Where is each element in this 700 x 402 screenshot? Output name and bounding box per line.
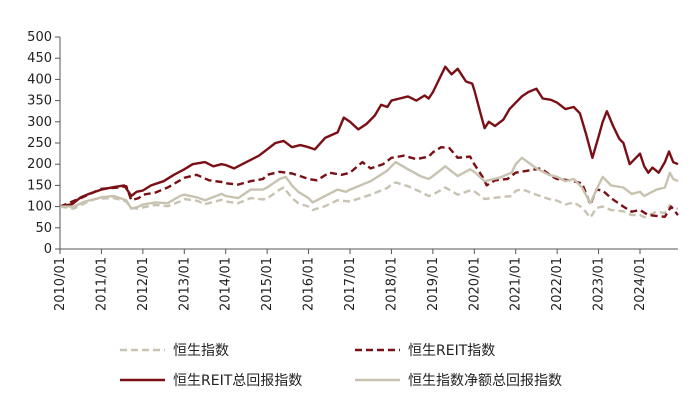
x-tick-label: 2012/01 xyxy=(136,257,151,311)
x-tick-label: 2017/01 xyxy=(343,257,358,311)
y-tick-label: 50 xyxy=(35,221,52,236)
x-tick-label: 2014/01 xyxy=(219,257,234,311)
y-tick-label: 300 xyxy=(27,115,52,130)
x-tick-label: 2011/01 xyxy=(94,257,109,311)
chart-axes xyxy=(59,37,678,250)
y-tick-label: 150 xyxy=(27,178,52,193)
x-tick-label: 2019/01 xyxy=(426,257,441,311)
series-line-3 xyxy=(59,65,679,208)
x-axis-ticks: 2010/01 2011/01 2012/01 2013/01 2014/01 2015/… xyxy=(53,249,648,311)
legend-label-1: 恒生指数 xyxy=(173,343,229,359)
legend-label-2: 恒生REIT指数 xyxy=(408,343,495,359)
x-tick-label: 2016/01 xyxy=(302,257,317,311)
series-line-4 xyxy=(60,156,679,210)
x-tick-label: 2010/01 xyxy=(53,257,68,311)
y-tick-label: 400 xyxy=(27,72,52,87)
x-tick-label: 2021/01 xyxy=(509,257,524,311)
x-tick-label: 2013/01 xyxy=(177,257,192,311)
y-tick-label: 350 xyxy=(27,94,52,109)
y-tick-label: 250 xyxy=(27,136,52,151)
y-tick-label: 500 xyxy=(27,30,52,45)
x-tick-label: 2024/01 xyxy=(633,257,648,311)
y-tick-label: 100 xyxy=(27,200,52,215)
y-tick-label: 200 xyxy=(27,157,52,172)
chart-series xyxy=(59,65,679,219)
legend-label-3: 恒生REIT总回报指数 xyxy=(173,373,302,389)
legend-label-4: 恒生指数净额总回报指数 xyxy=(408,373,562,389)
x-tick-label: 2015/01 xyxy=(260,257,275,311)
y-axis-ticks: 0 50 100 150 200 250 300 350 400 450 500 xyxy=(27,30,60,257)
series-line-1 xyxy=(59,181,679,219)
x-tick-label: 2023/01 xyxy=(592,257,607,311)
y-tick-label: 0 xyxy=(44,242,52,257)
x-tick-label: 2018/01 xyxy=(384,257,399,311)
x-tick-label: 2022/01 xyxy=(550,257,565,311)
y-tick-label: 450 xyxy=(27,51,52,66)
x-tick-label: 2020/01 xyxy=(467,257,482,311)
